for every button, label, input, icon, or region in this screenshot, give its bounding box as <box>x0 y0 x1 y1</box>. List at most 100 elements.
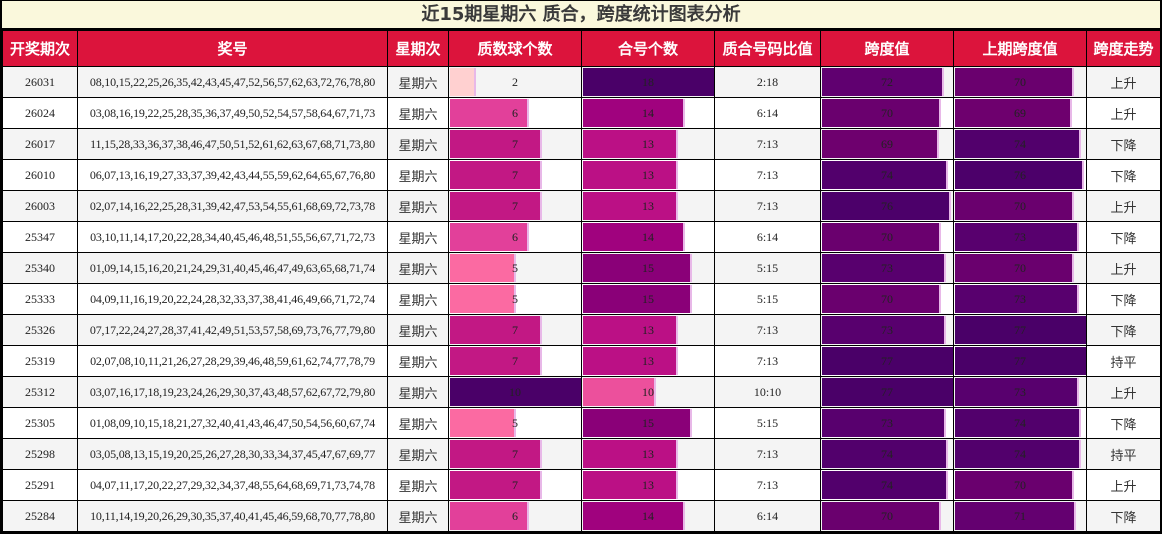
span-value: 70 <box>881 229 893 244</box>
numbers-cell: 03,07,16,17,18,19,23,24,26,29,30,37,43,4… <box>77 376 388 408</box>
composite-count-cell: 15 <box>581 407 715 439</box>
prime-count-bar <box>450 409 516 437</box>
prev-span-cell: 73 <box>953 221 1087 253</box>
period-cell: 26010 <box>2 159 78 191</box>
numbers-cell: 08,10,15,22,25,26,35,42,43,45,47,52,56,5… <box>77 66 388 98</box>
prev-span-value: 77 <box>1014 322 1026 337</box>
prev-span-bar <box>955 130 1081 158</box>
weekday-cell: 星期六 <box>387 66 449 98</box>
prime-count-value: 5 <box>512 260 518 275</box>
composite-count-cell: 14 <box>581 500 715 532</box>
weekday-cell: 星期六 <box>387 128 449 160</box>
composite-count-bar <box>583 130 678 158</box>
span-cell: 70 <box>820 500 954 532</box>
span-bar <box>822 409 946 437</box>
composite-count-value: 18 <box>642 74 654 89</box>
ratio-cell: 7:13 <box>714 128 821 160</box>
period-cell: 25298 <box>2 438 78 470</box>
trend-cell: 持平 <box>1086 438 1161 470</box>
span-value: 73 <box>881 415 893 430</box>
ratio-cell: 2:18 <box>714 66 821 98</box>
table-row: 25291 04,07,11,17,20,22,27,29,32,34,37,48… <box>2 469 1161 501</box>
span-value: 74 <box>881 477 893 492</box>
prime-count-cell: 7 <box>448 128 582 160</box>
composite-count-bar <box>583 192 678 220</box>
statistics-table: 开奖期次 奖号 星期次 质数球个数 合号个数 质合号码比值 跨度值 上期跨度值 … <box>2 30 1161 532</box>
trend-cell: 下降 <box>1086 128 1161 160</box>
prime-count-bar <box>450 99 529 127</box>
prev-span-cell: 74 <box>953 407 1087 439</box>
prev-span-value: 77 <box>1014 353 1026 368</box>
span-cell: 70 <box>820 221 954 253</box>
trend-cell: 上升 <box>1086 376 1161 408</box>
prev-span-bar <box>955 285 1079 313</box>
prev-span-cell: 70 <box>953 469 1087 501</box>
span-bar <box>822 347 953 375</box>
page-title: 近15期星期六 质合，跨度统计图表分析 <box>2 0 1160 30</box>
span-cell: 73 <box>820 314 954 346</box>
prev-span-value: 70 <box>1014 260 1026 275</box>
numbers-cell: 04,09,11,16,19,20,22,24,28,32,33,37,38,4… <box>77 283 388 315</box>
prev-span-value: 73 <box>1014 384 1026 399</box>
weekday-cell: 星期六 <box>387 314 449 346</box>
period-cell: 25340 <box>2 252 78 284</box>
numbers-cell: 03,05,08,13,15,19,20,25,26,27,28,30,33,3… <box>77 438 388 470</box>
prev-span-cell: 70 <box>953 252 1087 284</box>
composite-count-cell: 14 <box>581 97 715 129</box>
ratio-cell: 7:13 <box>714 345 821 377</box>
prime-count-cell: 7 <box>448 314 582 346</box>
header-period: 开奖期次 <box>2 30 78 67</box>
trend-cell: 下降 <box>1086 221 1161 253</box>
composite-count-cell: 13 <box>581 190 715 222</box>
span-cell: 69 <box>820 128 954 160</box>
period-cell: 26017 <box>2 128 78 160</box>
prime-count-value: 7 <box>512 198 518 213</box>
prev-span-value: 74 <box>1014 446 1026 461</box>
table-row: 26010 06,07,13,16,19,27,33,37,39,42,43,44… <box>2 159 1161 191</box>
header-composite-count: 合号个数 <box>581 30 715 67</box>
ratio-cell: 7:13 <box>714 159 821 191</box>
composite-count-value: 15 <box>642 260 654 275</box>
prev-span-cell: 70 <box>953 66 1087 98</box>
prev-span-value: 74 <box>1014 415 1026 430</box>
span-bar <box>822 440 948 468</box>
composite-count-value: 13 <box>642 198 654 213</box>
span-cell: 77 <box>820 345 954 377</box>
span-bar <box>822 130 939 158</box>
composite-count-value: 14 <box>642 105 654 120</box>
composite-count-value: 13 <box>642 167 654 182</box>
composite-count-cell: 13 <box>581 469 715 501</box>
composite-count-value: 14 <box>642 229 654 244</box>
prev-span-bar <box>955 440 1081 468</box>
composite-count-cell: 15 <box>581 283 715 315</box>
trend-cell: 下降 <box>1086 500 1161 532</box>
span-bar <box>822 471 948 499</box>
prev-span-bar <box>955 378 1079 406</box>
composite-count-bar <box>583 409 692 437</box>
prev-span-value: 69 <box>1014 105 1026 120</box>
span-cell: 73 <box>820 252 954 284</box>
span-value: 76 <box>881 198 893 213</box>
span-bar <box>822 378 953 406</box>
prime-count-cell: 6 <box>448 221 582 253</box>
prev-span-bar <box>955 223 1079 251</box>
prime-count-value: 6 <box>512 105 518 120</box>
prime-count-bar <box>450 378 581 406</box>
prev-span-bar <box>955 161 1084 189</box>
prev-span-cell: 74 <box>953 128 1087 160</box>
numbers-cell: 10,11,14,19,20,26,29,30,35,37,40,41,45,4… <box>77 500 388 532</box>
numbers-cell: 03,08,16,19,22,25,28,35,36,37,49,50,52,5… <box>77 97 388 129</box>
trend-cell: 上升 <box>1086 66 1161 98</box>
ratio-cell: 6:14 <box>714 221 821 253</box>
period-cell: 25291 <box>2 469 78 501</box>
prime-count-cell: 7 <box>448 438 582 470</box>
composite-count-bar <box>583 316 678 344</box>
composite-count-cell: 13 <box>581 438 715 470</box>
weekday-cell: 星期六 <box>387 221 449 253</box>
trend-cell: 下降 <box>1086 407 1161 439</box>
table-row: 25326 07,17,22,24,27,28,37,41,42,49,51,53… <box>2 314 1161 346</box>
span-value: 77 <box>881 353 893 368</box>
composite-count-cell: 13 <box>581 159 715 191</box>
trend-cell: 上升 <box>1086 252 1161 284</box>
